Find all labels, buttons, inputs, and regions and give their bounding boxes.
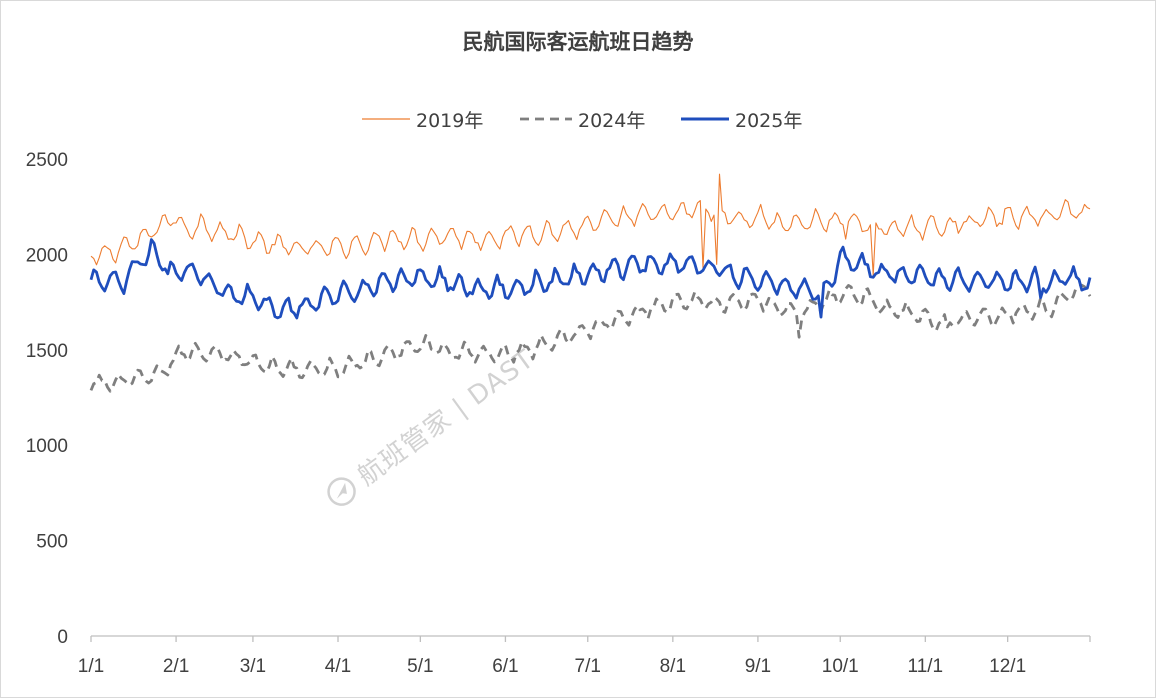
legend-label-2024: 2024年 <box>578 109 646 132</box>
x-tick-label: 10/1 <box>822 656 859 677</box>
chart-title: 民航国际客运航班日趋势 <box>462 30 694 54</box>
legend: 2019年 2024年 2025年 <box>0 105 1156 133</box>
y-tick-label: 1500 <box>26 341 68 362</box>
y-tick-label: 500 <box>36 532 68 553</box>
legend-swatch-2024 <box>520 117 572 121</box>
series-line-2024 <box>89 283 1092 393</box>
legend-item-2019[interactable]: 2019年 <box>362 105 483 133</box>
y-tick-label: 1000 <box>26 436 68 457</box>
legend-item-2024[interactable]: 2024年 <box>520 105 645 133</box>
x-tick-label: 4/1 <box>325 656 351 677</box>
x-tick-label: 2/1 <box>163 656 189 677</box>
x-tick-label: 3/1 <box>240 656 266 677</box>
legend-label-2025: 2025年 <box>735 109 803 132</box>
x-tick-label: 12/1 <box>989 656 1026 677</box>
legend-swatch-2019 <box>362 118 410 120</box>
y-tick-label: 2000 <box>26 245 68 266</box>
watermark: 航班管家 | DAST <box>318 339 540 515</box>
x-tick-label: 9/1 <box>745 656 771 677</box>
legend-label-2019: 2019年 <box>416 109 484 132</box>
series-line-2025 <box>89 238 1092 320</box>
x-tick-label: 11/1 <box>908 656 944 677</box>
x-tick-label: 1/1 <box>78 656 104 677</box>
x-tick-label: 5/1 <box>407 656 433 677</box>
legend-item-2025[interactable]: 2025年 <box>681 105 802 133</box>
x-tick-label: 8/1 <box>660 656 686 677</box>
x-tick-label: 6/1 <box>492 656 518 677</box>
x-tick-label: 7/1 <box>575 656 601 677</box>
series-line-2019 <box>90 173 1091 276</box>
y-tick-label: 2500 <box>26 150 68 171</box>
plane-logo-icon <box>327 476 356 506</box>
legend-swatch-2025 <box>681 117 729 121</box>
y-tick-label: 0 <box>57 627 68 648</box>
